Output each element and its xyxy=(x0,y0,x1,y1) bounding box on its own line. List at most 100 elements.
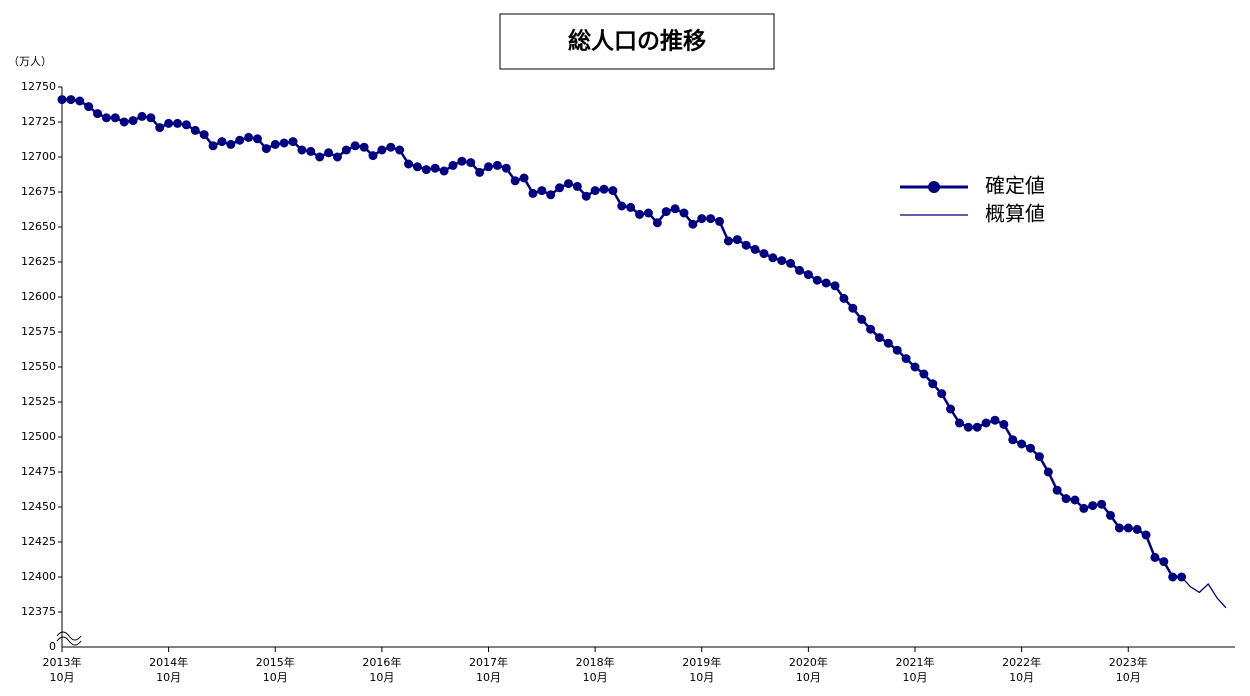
y-tick-label: 12625 xyxy=(21,255,56,268)
data-point xyxy=(324,148,334,158)
x-tick-label: 10月 xyxy=(156,671,181,684)
x-tick-label: 2017年 xyxy=(469,655,508,669)
legend-label: 確定値 xyxy=(985,174,1045,198)
x-tick-label: 2023年 xyxy=(1109,655,1148,669)
x-tick-label: 2021年 xyxy=(896,655,935,669)
x-tick-label: 10月 xyxy=(50,671,75,684)
x-tick-label: 2020年 xyxy=(789,655,828,669)
data-point xyxy=(1079,503,1089,513)
data-point xyxy=(252,134,262,144)
data-point xyxy=(119,117,129,127)
data-point xyxy=(759,249,769,259)
data-point xyxy=(981,418,991,428)
x-tick-label: 10月 xyxy=(796,671,821,684)
data-point xyxy=(777,256,787,266)
data-point xyxy=(1070,495,1080,505)
data-point xyxy=(404,159,414,169)
data-point xyxy=(1034,452,1044,462)
data-point xyxy=(110,113,120,123)
data-point xyxy=(794,265,804,275)
data-point xyxy=(395,145,405,155)
data-point xyxy=(350,141,360,151)
y-tick-label: 12450 xyxy=(21,500,56,513)
y-tick-label: 12750 xyxy=(21,80,56,93)
data-point xyxy=(626,202,636,212)
data-point xyxy=(492,160,502,170)
legend-marker xyxy=(928,181,940,193)
data-point xyxy=(155,123,165,133)
data-point xyxy=(475,167,485,177)
data-point xyxy=(830,281,840,291)
data-point xyxy=(519,173,529,183)
data-point xyxy=(857,314,867,324)
data-point xyxy=(484,162,494,172)
data-point xyxy=(146,113,156,123)
axis-break xyxy=(56,631,82,646)
data-point xyxy=(66,95,76,105)
data-point xyxy=(563,179,573,189)
data-point xyxy=(199,130,209,140)
data-point xyxy=(661,207,671,217)
data-point xyxy=(137,111,147,121)
data-point xyxy=(555,183,565,193)
x-tick-label: 2022年 xyxy=(1002,655,1041,669)
data-point xyxy=(812,275,822,285)
data-point xyxy=(928,379,938,389)
data-point xyxy=(883,338,893,348)
y-tick-label: 12600 xyxy=(21,290,56,303)
y-tick-label: 12425 xyxy=(21,535,56,548)
y-tick-label: 12375 xyxy=(21,605,56,618)
data-point xyxy=(306,146,316,156)
y-tick-label: 12525 xyxy=(21,395,56,408)
data-point xyxy=(768,253,778,263)
data-point xyxy=(164,118,174,128)
x-tick-label: 2016年 xyxy=(362,655,401,669)
y-unit: （万人） xyxy=(8,55,52,68)
x-tick-label: 2015年 xyxy=(256,655,295,669)
data-point xyxy=(741,240,751,250)
data-point xyxy=(190,125,200,135)
chart-title: 総人口の推移 xyxy=(568,28,706,55)
data-point xyxy=(244,132,254,142)
data-point xyxy=(1052,485,1062,495)
data-point xyxy=(1026,443,1036,453)
y-tick-label: 12700 xyxy=(21,150,56,163)
data-point xyxy=(715,216,725,226)
data-point xyxy=(368,151,378,161)
x-tick-label: 10月 xyxy=(263,671,288,684)
data-point xyxy=(128,116,138,126)
data-point xyxy=(57,95,67,105)
x-tick-label: 2018年 xyxy=(576,655,615,669)
data-point xyxy=(679,208,689,218)
data-point xyxy=(590,186,600,196)
data-point xyxy=(528,188,538,198)
title-box xyxy=(499,13,775,70)
data-point xyxy=(1150,552,1160,562)
x-tick-label: 10月 xyxy=(903,671,928,684)
data-point xyxy=(786,258,796,268)
data-point xyxy=(173,118,183,128)
data-point xyxy=(288,137,298,147)
x-tick-label: 2014年 xyxy=(149,655,188,669)
data-point xyxy=(901,354,911,364)
x-tick-label: 10月 xyxy=(1116,671,1141,684)
data-point xyxy=(954,418,964,428)
x-tick-label: 10月 xyxy=(689,671,714,684)
data-point xyxy=(821,278,831,288)
data-point xyxy=(466,158,476,168)
data-point xyxy=(1043,467,1053,477)
data-point xyxy=(1105,510,1115,520)
y-tick-label: 12475 xyxy=(21,465,56,478)
data-point xyxy=(972,422,982,432)
data-point xyxy=(581,191,591,201)
data-point xyxy=(448,160,458,170)
data-point xyxy=(1088,501,1098,511)
data-point xyxy=(235,135,245,145)
x-tick-label: 2019年 xyxy=(682,655,721,669)
data-point xyxy=(1123,523,1133,533)
data-point xyxy=(670,204,680,214)
data-point xyxy=(635,209,645,219)
data-point xyxy=(439,166,449,176)
y-tick-label: 12575 xyxy=(21,325,56,338)
